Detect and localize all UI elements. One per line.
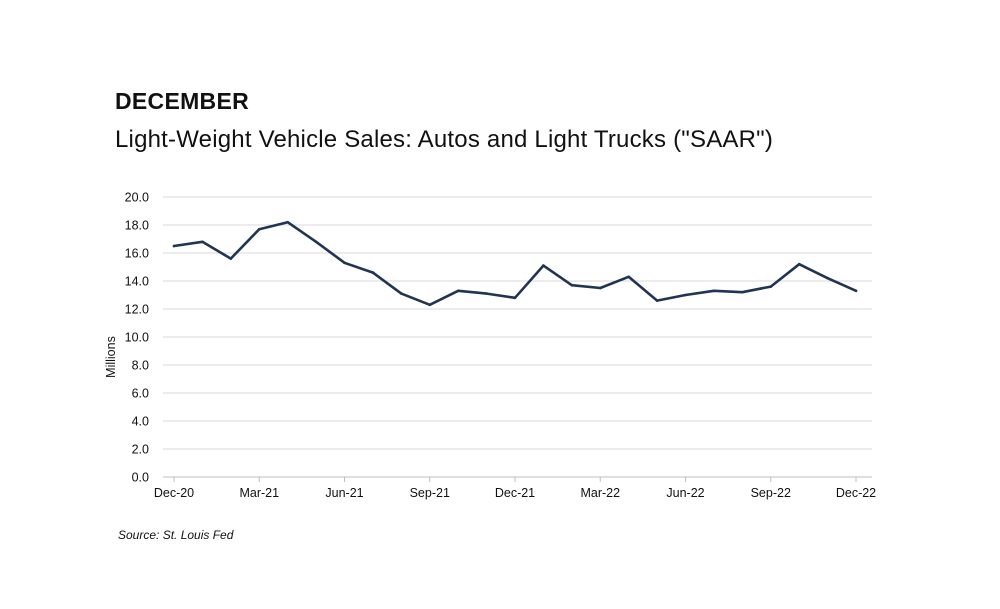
- data-point: [854, 289, 858, 293]
- data-point: [371, 271, 375, 274]
- data-point: [797, 262, 801, 266]
- y-tick-label: 4.0: [132, 415, 149, 429]
- y-tick-label: 6.0: [132, 387, 149, 401]
- data-point: [201, 240, 204, 244]
- data-point: [542, 264, 545, 267]
- y-axis-label: Millions: [104, 336, 118, 378]
- x-tick-label: Sep-22: [751, 486, 791, 500]
- data-point: [456, 289, 460, 293]
- data-point: [570, 283, 574, 287]
- data-point: [655, 299, 659, 302]
- x-axis-ticks: Dec-20 Mar-21 Jun-21 Sep-21 Dec-21 Mar-22 Jun-…: [154, 477, 876, 500]
- x-tick-label: Mar-22: [580, 486, 620, 500]
- data-point: [741, 290, 744, 294]
- y-tick-label: 18.0: [125, 219, 149, 233]
- y-tick-label: 20.0: [125, 191, 149, 205]
- y-axis-ticks: 0.0 2.0 4.0 6.0 8.0 10.0 12.0 14.0 16.0 18.0 20.0: [125, 191, 149, 485]
- y-tick-label: 14.0: [125, 275, 149, 289]
- source-note: Source: St. Louis Fed: [118, 528, 234, 542]
- x-tick-label: Mar-21: [239, 486, 279, 500]
- y-tick-label: 12.0: [125, 303, 149, 317]
- x-tick-label: Sep-21: [410, 486, 450, 500]
- series-line: [172, 220, 858, 307]
- data-point: [257, 227, 261, 231]
- y-tick-label: 16.0: [125, 247, 149, 261]
- data-point: [712, 289, 716, 293]
- x-tick-label: Jun-22: [666, 486, 704, 500]
- data-point: [343, 261, 346, 265]
- data-point: [428, 303, 432, 307]
- y-tick-label: 8.0: [132, 359, 149, 373]
- data-point: [826, 276, 829, 280]
- y-tick-label: 2.0: [132, 443, 149, 457]
- data-point: [314, 240, 318, 244]
- data-point: [286, 220, 289, 224]
- data-point: [229, 257, 233, 260]
- x-tick-label: Jun-21: [325, 486, 363, 500]
- y-tick-label: 0.0: [132, 471, 149, 485]
- data-point: [684, 293, 687, 297]
- data-point: [627, 275, 630, 279]
- y-tick-label: 10.0: [125, 331, 149, 345]
- data-point: [400, 292, 403, 295]
- data-point: [769, 285, 773, 288]
- data-point: [513, 296, 517, 300]
- data-point: [172, 244, 176, 248]
- data-point: [598, 286, 602, 290]
- x-tick-label: Dec-22: [836, 486, 876, 500]
- grid-lines: [163, 196, 872, 478]
- series-group: [172, 220, 858, 307]
- chart-title: Light-Weight Vehicle Sales: Autos and Li…: [115, 126, 774, 153]
- x-tick-label: Dec-21: [495, 486, 535, 500]
- x-tick-label: Dec-20: [154, 486, 194, 500]
- data-point: [485, 292, 488, 295]
- chart-heading: DECEMBER: [115, 88, 250, 114]
